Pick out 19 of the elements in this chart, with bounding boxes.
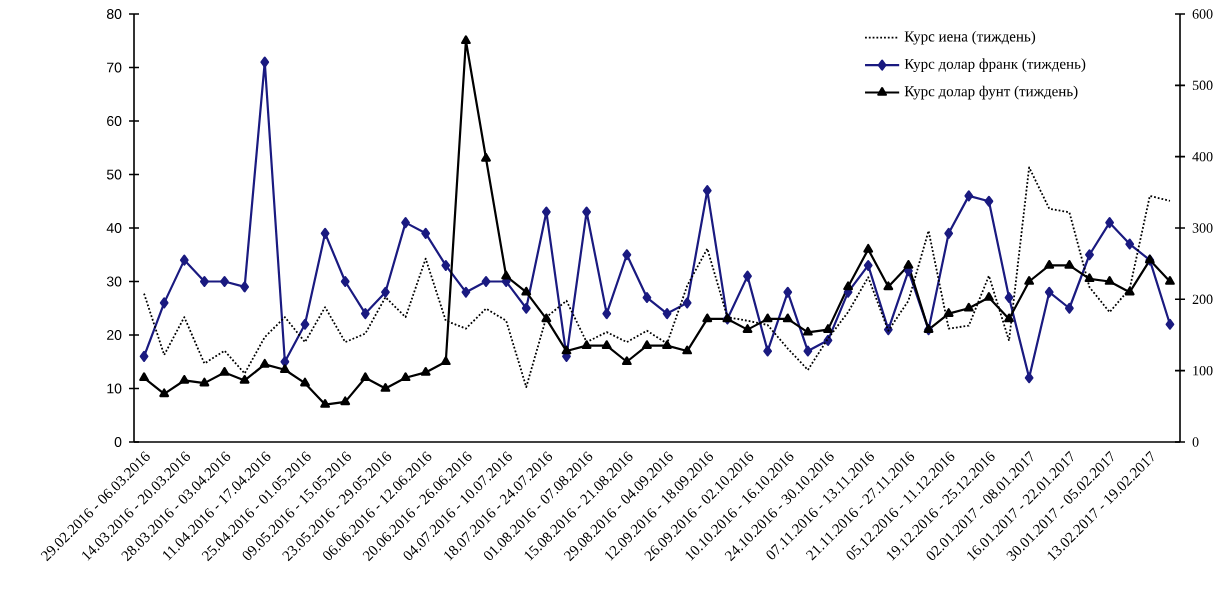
y2-tick-label: 600 <box>1192 9 1213 19</box>
y-tick-label: 70 <box>107 62 122 73</box>
y-tick-label: 60 <box>107 116 122 126</box>
y-tick-label: 40 <box>106 223 122 233</box>
y2-tick-label: 200 <box>1192 294 1213 305</box>
y2-tick-label: 400 <box>1192 151 1213 162</box>
legend-label: Курс долар фунт (тиждень) <box>904 85 1078 100</box>
y2-tick-label: 500 <box>1192 80 1213 91</box>
y2-tick-label: 100 <box>1193 365 1213 376</box>
y-tick-label: 50 <box>106 169 122 180</box>
y2-tick-label: 300 <box>1192 223 1213 233</box>
legend-label: Курс иена (тиждень) <box>904 30 1036 45</box>
y-tick-label: 0 <box>114 437 122 447</box>
legend-label: Курс долар франк (тиждень) <box>904 58 1086 73</box>
y2-tick-label: 0 <box>1192 437 1199 447</box>
y-tick-label: 20 <box>107 330 122 340</box>
y-tick-label: 10 <box>107 383 122 394</box>
y-tick-label: 80 <box>106 9 122 19</box>
y-tick-label: 30 <box>106 276 122 287</box>
